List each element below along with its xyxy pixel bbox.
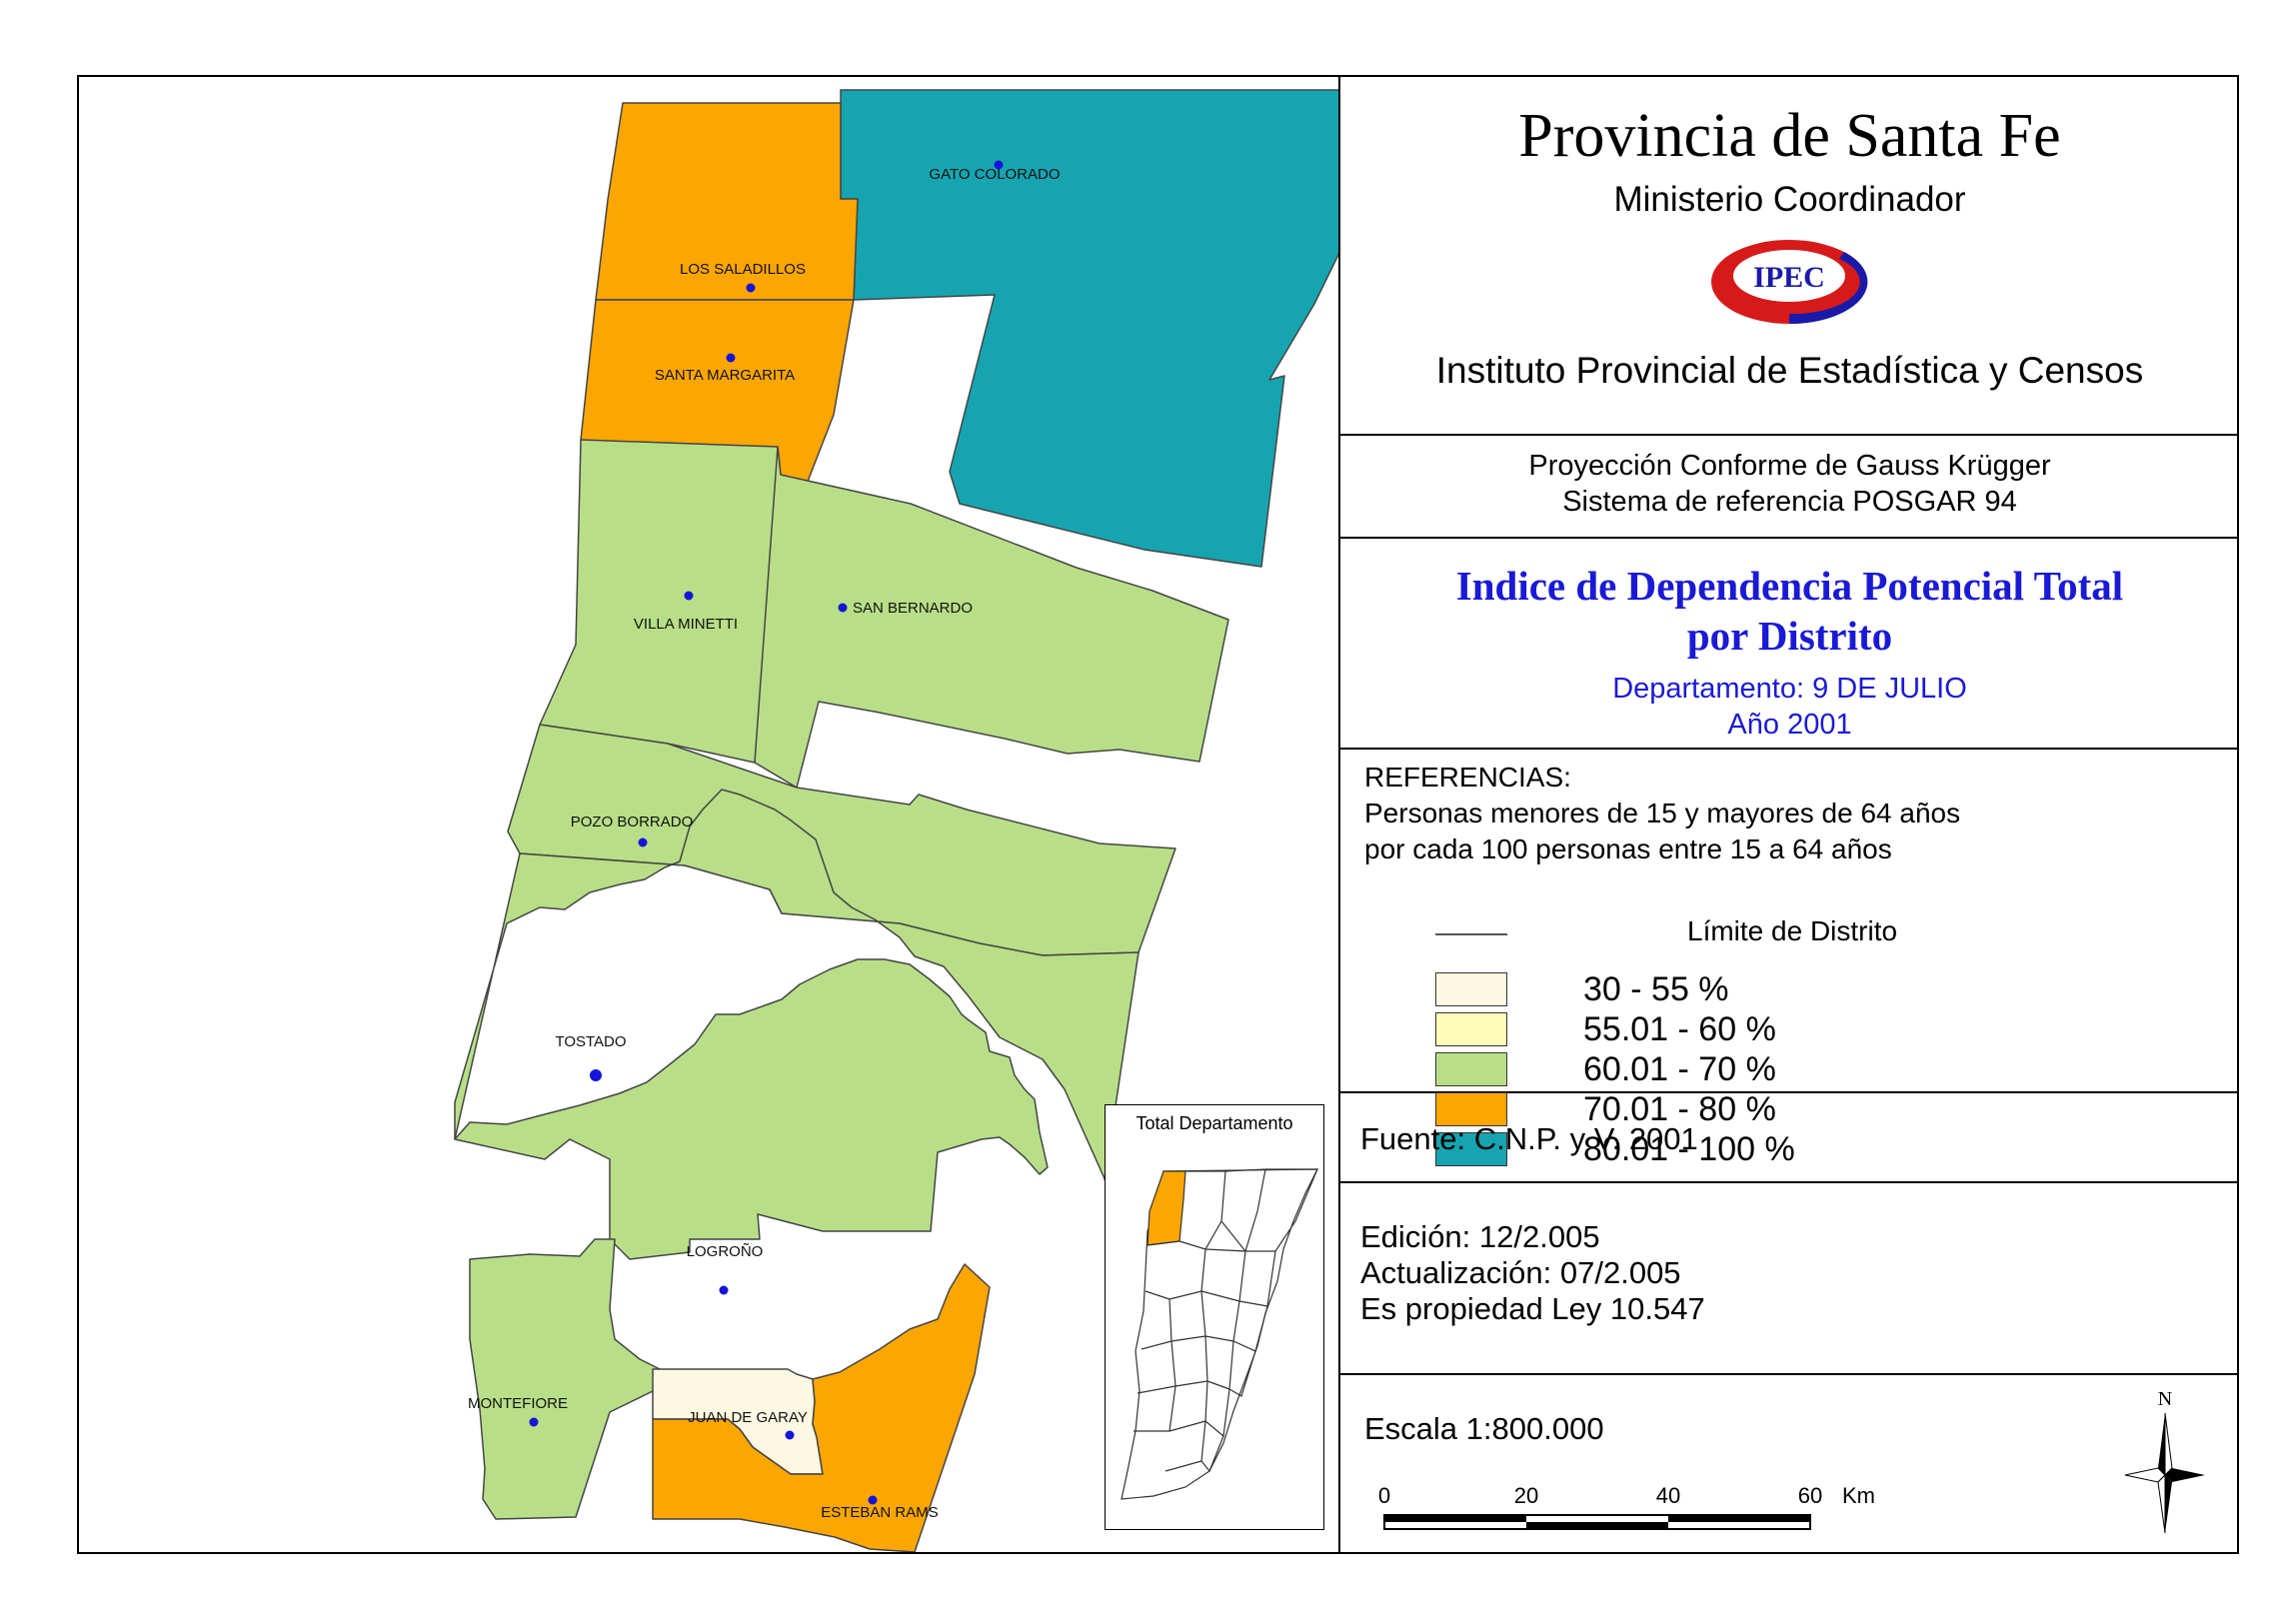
district-gato-colorado	[840, 89, 1338, 568]
references-desc-2: por cada 100 personas entre 15 a 64 años	[1364, 833, 1892, 864]
index-title-line-2: por Distrito	[1686, 613, 1893, 659]
legend-panel: Provincia de Santa Fe Ministerio Coordin…	[1338, 77, 2239, 1552]
scale-unit: Km	[1842, 1483, 1875, 1508]
district-logroño	[454, 958, 1049, 1260]
town-marker	[684, 591, 694, 601]
town-marker	[746, 283, 756, 293]
source-label: Fuente: C.N.P. y V. 2001	[1360, 1121, 1698, 1156]
projection-section: Proyección Conforme de Gauss Krügger Sis…	[1340, 436, 2239, 539]
town-marker	[638, 837, 648, 847]
boundary-line-sample	[1435, 933, 1507, 935]
map-title-section: Indice de Dependencia Potencial Total po…	[1340, 539, 2239, 750]
source-section: Fuente: C.N.P. y V. 2001	[1340, 1093, 2239, 1183]
references-heading: REFERENCIAS:	[1364, 762, 1571, 793]
town-label: TOSTADO	[555, 1033, 626, 1050]
references-section: REFERENCIAS: Personas menores de 15 y ma…	[1340, 750, 2239, 1168]
ipec-logo: IPEC	[1340, 234, 2239, 338]
town-label: GATO COLORADO	[929, 166, 1060, 183]
department-label: Departamento: 9 DE JULIO	[1612, 673, 1967, 705]
legend-label: 30 - 55 %	[1583, 970, 1729, 1008]
town-marker	[726, 353, 736, 363]
district-montefiore	[469, 1238, 681, 1520]
town-label: JUAN DE GARAY	[688, 1409, 808, 1426]
legend-swatch	[1435, 1092, 1507, 1126]
map-frame: GATO COLORADO LOS SALADILLOS SANTA MARGARI…	[77, 75, 2239, 1554]
institute-name: Instituto Provincial de Estadística y Ce…	[1435, 350, 2144, 391]
edition-date: Edición: 12/2.005	[1360, 1219, 1600, 1254]
town-label: VILLA MINETTI	[634, 616, 738, 633]
province-outline	[1121, 1168, 1318, 1500]
logo-text: IPEC	[1753, 261, 1825, 294]
references-desc-1: Personas menores de 15 y mayores de 64 a…	[1364, 798, 1961, 828]
legend-swatch	[1435, 1052, 1507, 1086]
town-marker	[590, 1069, 602, 1081]
scale-bar: 0 20 40 60 Km	[1378, 1483, 1875, 1530]
scale-tick-60: 60	[1798, 1483, 1822, 1508]
town-marker	[529, 1417, 539, 1427]
projection-line-2: Sistema de referencia POSGAR 94	[1562, 486, 2017, 518]
north-label: N	[2158, 1388, 2172, 1410]
district-los-saladillos	[595, 102, 859, 301]
town-marker	[838, 603, 848, 613]
boundary-label: Límite de Distrito	[1687, 915, 1898, 946]
town-label: SANTA MARGARITA	[655, 367, 795, 384]
town-label: LOS SALADILLOS	[680, 261, 806, 278]
map-panel: GATO COLORADO LOS SALADILLOS SANTA MARGARI…	[79, 77, 1338, 1552]
town-label: LOGROÑO	[687, 1243, 764, 1260]
town-label: MONTEFIORE	[468, 1395, 568, 1412]
district-esteban-rams	[652, 1263, 991, 1552]
legend-swatch	[1435, 1132, 1507, 1166]
town-label: SAN BERNARDO	[853, 600, 973, 617]
district-san-bernardo	[754, 446, 1229, 789]
inset-map: Total Departamento	[1105, 1104, 1324, 1530]
index-title-line-1: Indice de Dependencia Potencial Total	[1455, 563, 2124, 609]
town-label: ESTEBAN RAMS	[821, 1504, 939, 1521]
legend-label: 80.01 - 100 %	[1583, 1130, 1795, 1168]
property-law: Es propiedad Ley 10.547	[1360, 1291, 1705, 1326]
legend-label: 55.01 - 60 %	[1583, 1010, 1776, 1048]
scale-tick-20: 20	[1514, 1483, 1538, 1508]
inset-title: Total Departamento	[1136, 1113, 1293, 1133]
header-section: Provincia de Santa Fe Ministerio Coordin…	[1340, 77, 2239, 436]
district-pozo-borrado	[507, 724, 1176, 956]
scale-tick-40: 40	[1656, 1483, 1680, 1508]
ministry-title: Ministerio Coordinador	[1613, 180, 1966, 219]
town-marker	[994, 160, 1004, 170]
district-villa-minetti	[539, 439, 782, 764]
legend-label: 70.01 - 80 %	[1583, 1090, 1776, 1128]
district-tostado	[454, 789, 1140, 1195]
legend-label: 60.01 - 70 %	[1583, 1050, 1776, 1088]
scale-text: Escala 1:800.000	[1364, 1411, 1604, 1446]
legend-swatch	[1435, 1012, 1507, 1046]
projection-line-1: Proyección Conforme de Gauss Krügger	[1528, 450, 2051, 482]
year-label: Año 2001	[1727, 709, 1852, 741]
legend-swatch	[1435, 972, 1507, 1006]
town-marker	[868, 1495, 878, 1505]
scale-tick-0: 0	[1378, 1483, 1390, 1508]
town-label: POZO BORRADO	[571, 813, 694, 830]
update-date: Actualización: 07/2.005	[1360, 1255, 1681, 1290]
province-title: Provincia de Santa Fe	[1518, 102, 2061, 170]
town-marker	[719, 1285, 729, 1295]
town-marker	[785, 1430, 795, 1440]
scale-section: Escala 1:800.000 0 20 40 60 Km N	[1340, 1375, 2239, 1552]
edition-section: Edición: 12/2.005 Actualización: 07/2.00…	[1340, 1183, 2239, 1375]
north-arrow-icon: N	[2124, 1388, 2205, 1533]
district-map: GATO COLORADO LOS SALADILLOS SANTA MARGARI…	[454, 89, 1338, 1552]
